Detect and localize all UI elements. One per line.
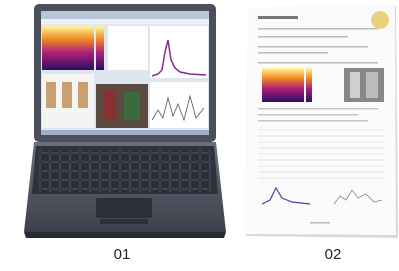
laptop: 01 — [24, 4, 226, 263]
product-illustration: 01 02 — [0, 0, 399, 266]
caption-label: 01 — [114, 246, 131, 263]
report-sheet: 02 — [245, 5, 398, 263]
caption-label: 02 — [325, 246, 342, 263]
